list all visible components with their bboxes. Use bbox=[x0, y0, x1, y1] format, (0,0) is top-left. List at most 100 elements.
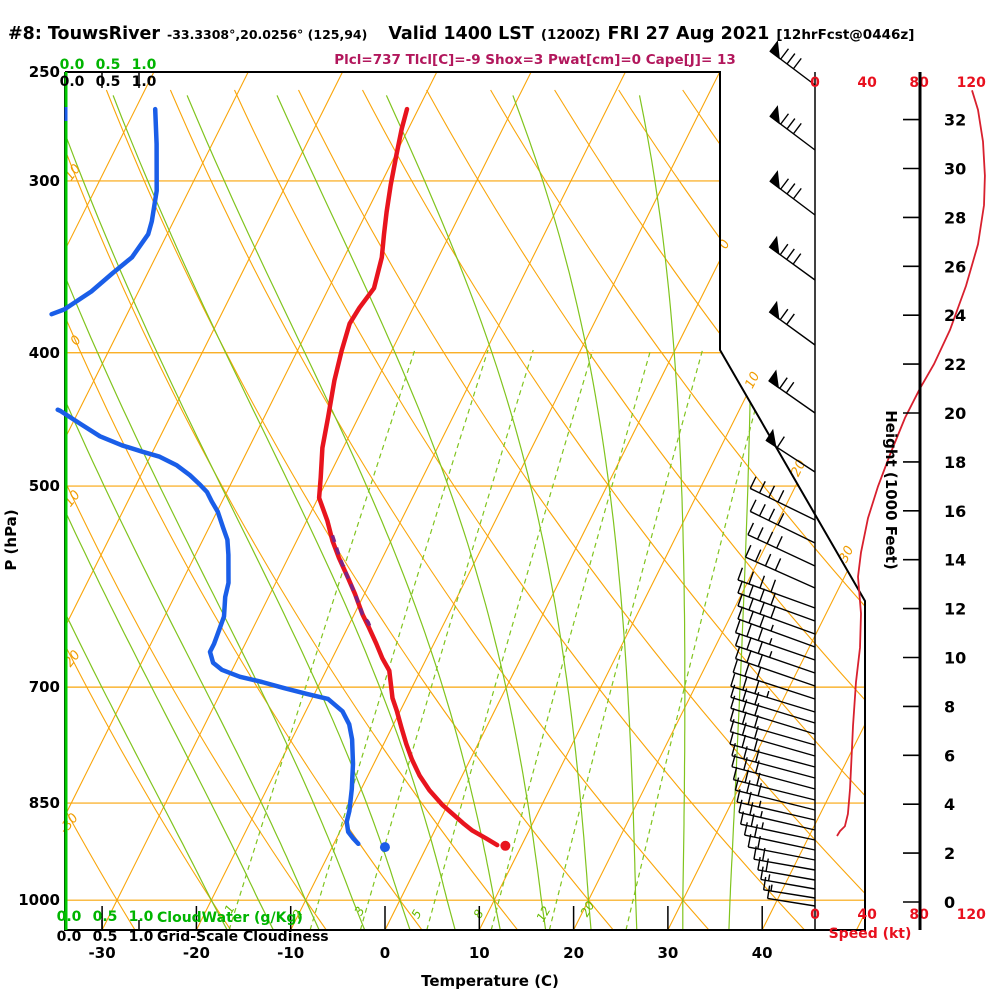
speed-tick-label-top: 0 bbox=[810, 75, 820, 91]
wind-barb-feather bbox=[742, 677, 748, 691]
wind-barb-feather bbox=[734, 633, 741, 646]
isotherm-line bbox=[65, 72, 155, 930]
dewpoint-curve bbox=[55, 407, 361, 847]
temperature-tick-label: -30 bbox=[89, 944, 116, 962]
temperature-tick-label: -20 bbox=[183, 944, 210, 962]
wind-barb-feather bbox=[759, 601, 766, 615]
speed-tick-label-top: 120 bbox=[957, 75, 986, 91]
speed-tick-label-bottom: 40 bbox=[857, 907, 877, 923]
wind-barb-feather bbox=[792, 122, 802, 135]
dry-adiabat-label: -20 bbox=[59, 648, 84, 674]
wind-barb-feather bbox=[757, 857, 761, 871]
wind-barb-feather bbox=[779, 243, 789, 256]
wind-barb-feather bbox=[786, 118, 796, 130]
mixing-ratio-line bbox=[309, 349, 489, 930]
isotherm-line bbox=[667, 72, 865, 930]
moist-adiabat-line bbox=[112, 95, 456, 930]
wind-barb-feather bbox=[748, 584, 755, 598]
wind-barb-staff bbox=[763, 889, 816, 899]
wind-barb-feather bbox=[754, 549, 762, 562]
wind-barb-feather bbox=[757, 627, 764, 641]
moist-adiabat-line bbox=[65, 95, 366, 930]
forecast-tag: [12hrFcst@0446z] bbox=[776, 27, 915, 43]
wind-barb-half-feather bbox=[760, 810, 763, 818]
pressure-tick-label: 300 bbox=[29, 172, 60, 190]
mixing-ratio-label: 3 bbox=[352, 904, 368, 918]
speed-tick-label-top: 40 bbox=[857, 75, 877, 91]
mixing-ratio-line bbox=[426, 349, 594, 930]
wind-barb-feather bbox=[748, 597, 755, 611]
wind-barb-staff bbox=[729, 743, 816, 768]
wind-barb-staff bbox=[730, 731, 816, 757]
wind-barb-feather bbox=[762, 876, 767, 890]
mixing-ratio-line bbox=[490, 349, 652, 930]
wind-barb-feather bbox=[785, 381, 795, 394]
wind-barb-feather bbox=[737, 606, 744, 620]
isotherm-line bbox=[65, 72, 343, 930]
dry-adiabat-line bbox=[426, 89, 865, 930]
temperature-tick-label: 10 bbox=[469, 944, 490, 962]
moist-adiabat-line bbox=[65, 95, 229, 930]
wind-barb-feather bbox=[739, 811, 745, 825]
isotherm-line bbox=[65, 72, 438, 930]
dry-adiabat-line bbox=[65, 89, 327, 930]
wind-barb-staff bbox=[730, 685, 816, 713]
wind-barb-feather bbox=[776, 536, 783, 549]
wind-barb-feather bbox=[730, 684, 736, 698]
wind-barb-half-feather bbox=[758, 800, 762, 808]
wind-barb-staff bbox=[731, 755, 816, 779]
wind-barb-feather bbox=[742, 699, 748, 713]
isotherm-line bbox=[290, 72, 721, 930]
wind-barb-half-feather bbox=[766, 690, 770, 698]
wind-barb-staff bbox=[737, 618, 816, 648]
dry-adiabat-line bbox=[554, 89, 865, 930]
wind-barb-feather bbox=[759, 614, 766, 628]
wind-barb-staff bbox=[749, 510, 816, 544]
wind-barb-feather bbox=[754, 680, 760, 694]
moist-adiabat-line bbox=[65, 95, 275, 930]
wind-barb-feather bbox=[729, 708, 735, 721]
wind-barb-staff bbox=[737, 605, 816, 635]
wind-barb-feather bbox=[737, 580, 744, 594]
wind-barb-feather bbox=[768, 485, 776, 498]
wind-barb-feather bbox=[753, 725, 759, 739]
isotherm-line bbox=[856, 72, 865, 930]
dewpoint-curve bbox=[49, 106, 159, 317]
wind-barb-feather bbox=[780, 113, 790, 125]
wind-barb-feather bbox=[754, 691, 760, 705]
moist-adiabat-line bbox=[276, 95, 547, 930]
dry-adiabat-line bbox=[169, 89, 710, 930]
isotherm-line bbox=[195, 72, 626, 930]
isotherm-label: 30 bbox=[836, 544, 857, 566]
height-tick-label: 28 bbox=[944, 208, 966, 227]
wind-barb-feather bbox=[764, 553, 772, 567]
mixing-ratio-line bbox=[625, 349, 772, 930]
height-tick-label: 20 bbox=[944, 404, 966, 423]
wind-barb-feather bbox=[732, 766, 738, 780]
wind-barb-staff bbox=[730, 707, 816, 735]
wind-barb-feather bbox=[741, 711, 747, 725]
cloudwater-bottom-tick-label: 0.0 bbox=[57, 909, 82, 925]
wind-barb-feather bbox=[731, 743, 736, 756]
wind-barb-feather bbox=[742, 688, 748, 702]
wind-barb-group bbox=[729, 40, 816, 907]
wind-barb-feather bbox=[786, 313, 795, 325]
dry-adiabat-line bbox=[65, 89, 232, 930]
isotherm-line bbox=[101, 72, 532, 930]
wind-barb-staff bbox=[730, 696, 816, 724]
isotherm-label: 20 bbox=[788, 458, 809, 480]
wind-barb-feather bbox=[792, 57, 802, 70]
wind-barb-feather bbox=[746, 650, 752, 663]
speed-axis-title: Speed (kt) bbox=[829, 926, 912, 942]
wind-barb-feather bbox=[744, 544, 752, 558]
wind-barb-feather bbox=[753, 714, 759, 728]
wind-barb-feather bbox=[777, 512, 785, 526]
wind-barb-feather bbox=[765, 858, 769, 872]
surface-temperature-dot bbox=[500, 840, 511, 851]
isotherm-line bbox=[65, 72, 249, 930]
wind-barb-feather bbox=[732, 659, 738, 673]
surface-dewpoint-dot bbox=[379, 842, 390, 853]
mixing-ratio-label: 12 bbox=[534, 904, 554, 924]
wind-barb-feather bbox=[770, 605, 777, 619]
wind-barb-staff bbox=[748, 846, 816, 861]
